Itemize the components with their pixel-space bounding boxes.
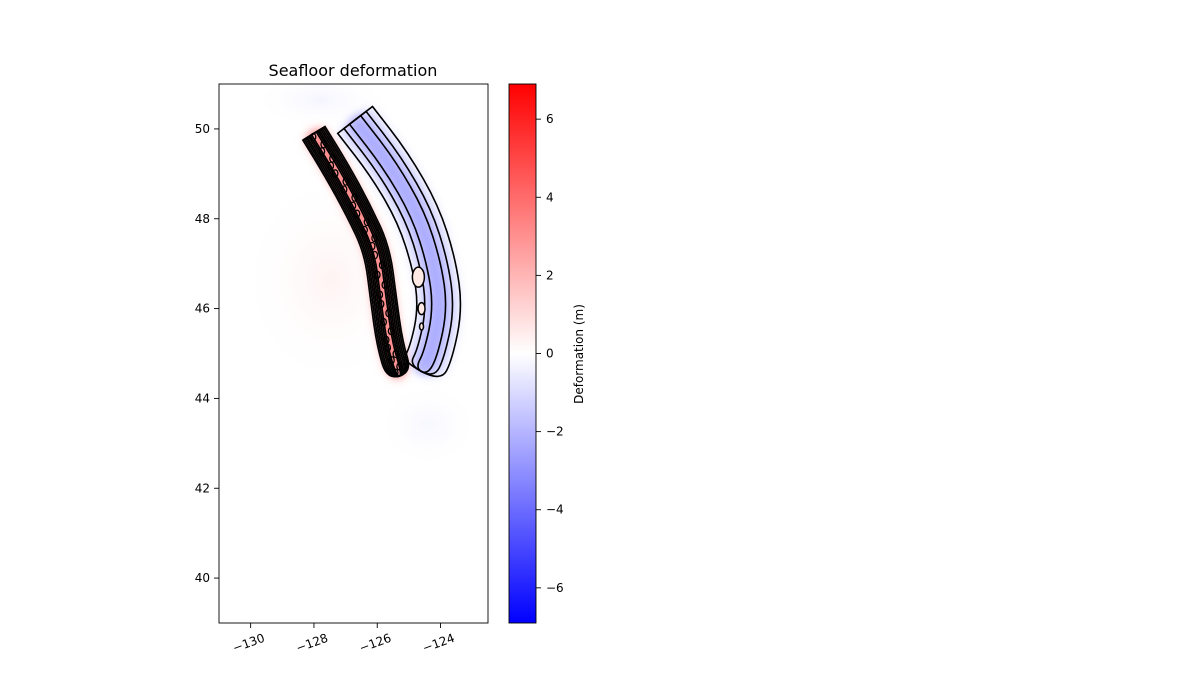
uplift-contour-4 xyxy=(306,128,405,378)
uplift-contour-blob xyxy=(392,349,399,359)
uplift-contour-blob xyxy=(318,147,326,156)
subsidence-contour-3 xyxy=(348,114,447,374)
uplift-contour-blob xyxy=(392,368,399,378)
uplift-contour-blob xyxy=(309,132,317,142)
colorbar-tick-label: 4 xyxy=(546,190,554,204)
x-tick-label: −124 xyxy=(421,631,457,655)
uplift-contour-blob xyxy=(371,250,379,260)
uplift-contour-blob xyxy=(383,335,390,345)
contour-lines xyxy=(301,105,462,378)
uplift-contour-6 xyxy=(308,129,403,377)
colorbar-tick-label: −2 xyxy=(546,425,564,439)
deformation-field xyxy=(240,84,480,469)
uplift-contour-blob xyxy=(388,355,395,365)
chart-title: Seafloor deformation xyxy=(269,61,438,80)
colorbar xyxy=(508,83,537,624)
uplift-contour-blob xyxy=(380,317,387,327)
uplift-contour-7 xyxy=(310,130,402,377)
far-field-subsidence-haze-south xyxy=(376,381,480,469)
uplift-contour-blob xyxy=(327,161,335,170)
subsidence-contour-2 xyxy=(342,110,454,375)
y-tick-label: 48 xyxy=(195,212,210,226)
colorbar-tick-label: −4 xyxy=(546,503,564,517)
y-tick-label: 46 xyxy=(195,302,210,316)
uplift-band-4 xyxy=(311,131,401,377)
uplift-contour-blob xyxy=(342,177,349,186)
uplift-contour-blob xyxy=(371,233,378,243)
x-tick-label: −130 xyxy=(231,631,267,655)
uplift-contour-blob xyxy=(369,241,376,251)
y-tick-label: 50 xyxy=(195,122,210,136)
uplift-contour-blob xyxy=(381,280,388,290)
uplift-contour-blob xyxy=(351,193,358,202)
subsidence-band-2 xyxy=(342,110,455,375)
subsidence-band-4 xyxy=(351,116,444,372)
subsidence-contour-1 xyxy=(336,105,462,378)
colorbar-tick-label: 2 xyxy=(546,268,554,282)
uplift-contour-blob xyxy=(378,260,386,270)
colorbar-label: Deformation (m) xyxy=(572,304,586,404)
y-tick-label: 40 xyxy=(195,571,210,585)
uplift-contour-blob xyxy=(349,201,357,210)
plot-frame xyxy=(218,83,489,624)
colorbar-axis: −6 −4 −2 0 2 4 6 xyxy=(536,112,564,595)
x-axis: −130 −128 −126 −124 xyxy=(231,623,457,655)
y-axis: 40 42 44 46 48 50 xyxy=(195,122,219,585)
zero-contour-island xyxy=(411,266,426,288)
colorbar-tick-label: −6 xyxy=(546,581,564,595)
zero-contour-island xyxy=(418,322,425,331)
uplift-contour-blob xyxy=(363,217,371,227)
uplift-contour-blob xyxy=(361,225,368,235)
uplift-contour-blob xyxy=(340,185,348,194)
y-tick-label: 44 xyxy=(195,391,210,405)
y-tick-label: 42 xyxy=(195,481,210,495)
x-tick-label: −128 xyxy=(294,631,330,655)
uplift-contour-blob xyxy=(384,343,392,352)
uplift-contour-blob xyxy=(377,299,385,309)
uplift-contour-blob xyxy=(332,169,339,178)
uplift-contour-blob xyxy=(353,209,361,219)
far-field-subsidence-haze-north xyxy=(250,84,390,128)
uplift-contour-blob xyxy=(374,270,381,280)
zero-contour-island xyxy=(417,301,426,316)
uplift-contour-blob xyxy=(385,308,392,318)
x-tick-label: −126 xyxy=(357,631,393,655)
uplift-contour-blob xyxy=(387,326,395,336)
colorbar-tick-label: 6 xyxy=(546,112,554,126)
colorbar-tick-label: 0 xyxy=(546,347,554,361)
uplift-contour-blob xyxy=(376,290,384,299)
uplift-contour-blob xyxy=(396,362,403,371)
